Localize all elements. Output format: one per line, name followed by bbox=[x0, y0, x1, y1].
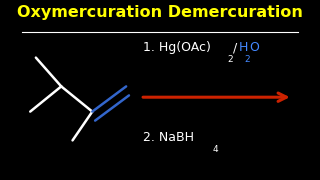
Text: Oxymercuration Demercuration: Oxymercuration Demercuration bbox=[17, 5, 303, 20]
Text: O: O bbox=[249, 41, 259, 54]
Text: 2: 2 bbox=[227, 55, 233, 64]
Text: 2. NaBH: 2. NaBH bbox=[143, 131, 194, 144]
Text: 2: 2 bbox=[244, 55, 250, 64]
Text: 1. Hg(OAc): 1. Hg(OAc) bbox=[143, 41, 211, 54]
Text: /: / bbox=[233, 41, 238, 54]
Text: H: H bbox=[238, 41, 248, 54]
Text: 4: 4 bbox=[213, 145, 219, 154]
